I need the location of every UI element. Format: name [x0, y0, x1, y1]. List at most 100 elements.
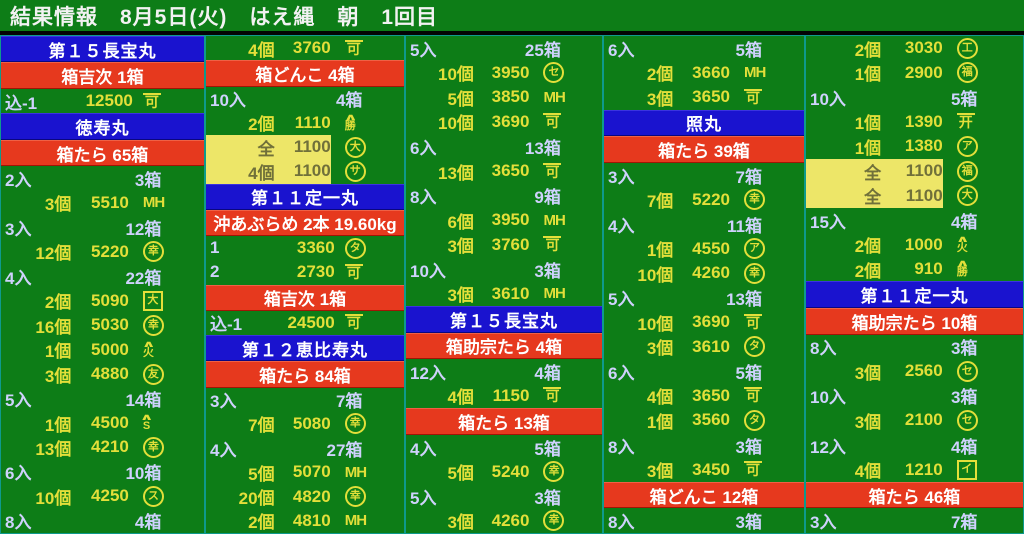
buyer-mark-circle: 工	[956, 37, 978, 59]
price-value: 2100	[904, 410, 943, 430]
box-count-label: 3箱	[950, 339, 978, 359]
pack-size-row: 10入 4箱	[206, 87, 404, 111]
price-row: 4個 1150 可	[406, 384, 602, 409]
price-row: 4個 3650 可	[604, 384, 804, 409]
column-2: 4個 3760 可箱どんこ 4箱 10入 4箱 2個 1110 ∧ 勝全 1100 大 4個 1100 サ…	[205, 35, 405, 534]
price-cell: 16個 5030	[1, 313, 129, 337]
price-row: 3個 3760 可	[406, 232, 602, 257]
buyer-mark-slot: 工	[943, 37, 1023, 59]
box-count-label: 4箱	[335, 91, 363, 111]
price-row: 3個 2560 セ	[806, 359, 1023, 384]
price-cell: 3個 3610	[406, 281, 529, 306]
lot-index: 1	[210, 238, 220, 258]
price-value: 5220	[91, 241, 129, 261]
species-count-header: 箱助宗たら 4箱	[406, 332, 602, 360]
price-value: 4210	[91, 437, 129, 457]
price-value: 1100	[293, 161, 331, 181]
box-count-label: 5箱	[534, 439, 561, 459]
pack-size-label: 10入	[210, 91, 246, 111]
price-row: 2 2730 可	[206, 260, 404, 284]
quantity-label: 13個	[437, 163, 474, 183]
quantity-label: 2個	[44, 293, 72, 313]
price-row: 1個 5000 ∧ 火	[1, 337, 204, 361]
price-cell: 2個 1000	[806, 232, 943, 257]
buyer-mark-slot: ∧ 勝	[331, 112, 404, 132]
price-value: 1210	[904, 459, 943, 479]
buyer-mark-circle: 幸	[744, 189, 765, 211]
price-value: 1100	[905, 161, 943, 180]
buyer-mark-overline: 可	[543, 113, 562, 131]
price-cell: 1個 1390	[806, 110, 943, 135]
buyer-mark-slot: 幸	[129, 314, 204, 336]
buyer-mark-circle: サ	[344, 160, 366, 182]
quantity-label: 1個	[646, 412, 674, 432]
roof-glyph: ∧	[139, 412, 154, 423]
price-row: 5個 5070 MH	[206, 460, 404, 484]
price-value: 3850	[491, 87, 530, 107]
buyer-mark-slot: 福	[943, 160, 1023, 182]
price-cell: 1個 4550	[604, 236, 730, 261]
price-row: 13個 4210 幸	[1, 435, 204, 459]
pack-size-label: 12入	[810, 437, 846, 457]
buyer-mark-circle: タ	[744, 409, 765, 431]
pack-size-label: 10入	[410, 261, 446, 281]
buyer-mark-circle: ア	[956, 135, 978, 157]
quantity-label: 10個	[637, 314, 674, 334]
buyer-mark-roof: ∧ 勝	[343, 112, 357, 132]
box-count-label: 3箱	[735, 513, 762, 533]
price-value: 1100	[905, 185, 943, 205]
species-count-header: 箱たら 46箱	[806, 481, 1023, 509]
box-count-label: 14箱	[125, 391, 162, 411]
price-value: 12500	[85, 91, 133, 111]
quantity-label: 7個	[248, 416, 275, 436]
buyer-mark-roof: ∧ 火	[141, 338, 156, 359]
buyer-mark-overline: 可	[543, 236, 562, 254]
buyer-mark-circle: タ	[344, 237, 366, 259]
pack-size-row: 5入 14箱	[1, 386, 204, 410]
pack-size-row: 10入 3箱	[806, 384, 1023, 409]
buyer-mark-plain: MH	[543, 285, 565, 303]
price-value: 5090	[91, 290, 129, 310]
price-value: 5030	[91, 315, 129, 335]
buyer-mark-slot: 可	[529, 113, 602, 130]
box-count-label: 4箱	[134, 513, 162, 533]
price-cell-highlighted: 全 1100	[806, 158, 943, 184]
box-count-label: 3箱	[134, 171, 162, 190]
buyer-mark-slot: 幸	[730, 262, 804, 284]
species-count-header: 箱たら 13箱	[406, 408, 602, 435]
roof-glyph: ∧	[141, 338, 156, 349]
quantity-label: 13個	[35, 439, 72, 459]
price-value: 3660	[692, 62, 730, 82]
buyer-mark-circle: 幸	[142, 436, 164, 458]
buyer-mark-slot: 可	[529, 236, 602, 253]
quantity-label: 1個	[854, 138, 882, 158]
price-value: 3650	[692, 385, 730, 405]
price-row: 10個 4260 幸	[604, 261, 804, 286]
box-count-label: 7箱	[335, 392, 363, 412]
buyer-mark-slot: ∧ 火	[943, 233, 1023, 254]
pack-size-label: 8入	[608, 513, 635, 533]
price-row: 10個 4250 ス	[1, 484, 204, 508]
lot-index: 込-1	[210, 315, 243, 335]
buyer-mark-roof: ∧ 火	[955, 233, 970, 254]
buyer-mark-roof: ∧ S	[140, 413, 154, 433]
box-count-label: 5箱	[950, 89, 978, 109]
price-value: 3950	[491, 62, 530, 82]
pack-size-label: 5入	[5, 391, 32, 411]
price-row: 全 1100 大	[806, 183, 1023, 208]
pack-size-label: 8入	[5, 513, 32, 533]
buyer-mark-slot: ア	[730, 238, 804, 260]
roof-glyph: ∧	[955, 233, 970, 244]
pack-size-row: 8入 4箱	[1, 509, 204, 533]
buyer-mark-slot: 幸	[129, 436, 204, 458]
buyer-mark-slot: 可	[331, 263, 404, 281]
pack-size-label: 5入	[410, 40, 437, 60]
buyer-mark-slot: イ	[943, 459, 1023, 480]
price-value: 4550	[692, 238, 730, 258]
buyer-mark-circle: 幸	[344, 486, 366, 508]
roof-glyph: ∧	[955, 258, 970, 269]
roof-char: 勝	[344, 119, 356, 132]
price-row: 3個 5510 MH	[1, 191, 204, 215]
pack-size-label: 8入	[810, 339, 837, 359]
price-row: 3個 3450 可	[604, 457, 804, 482]
